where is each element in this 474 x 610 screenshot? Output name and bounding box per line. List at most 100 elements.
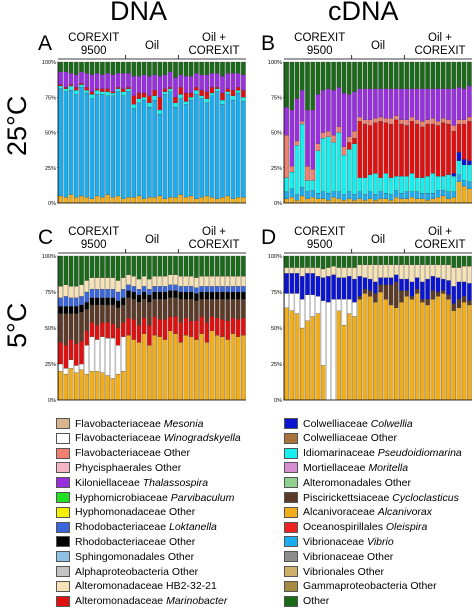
bar-segment bbox=[446, 123, 451, 175]
bar-segment bbox=[399, 176, 404, 194]
bar-segment bbox=[194, 61, 199, 74]
bar-segment bbox=[388, 194, 394, 201]
bar-segment bbox=[79, 61, 84, 72]
bar-segment bbox=[63, 87, 69, 89]
bar-segment bbox=[136, 75, 142, 94]
bar-segment bbox=[341, 277, 347, 300]
bar-segment bbox=[162, 339, 168, 401]
bar-segment bbox=[168, 316, 173, 332]
legend-swatch bbox=[56, 521, 70, 533]
bar-segment bbox=[235, 197, 241, 204]
bar-segment bbox=[188, 61, 194, 77]
bar-segment bbox=[178, 286, 183, 293]
bar-segment bbox=[194, 300, 199, 321]
y-tick-label: 25% bbox=[45, 166, 56, 172]
bar-segment bbox=[183, 335, 189, 401]
bar-segment bbox=[225, 73, 230, 89]
bar-segment bbox=[152, 74, 157, 91]
bar-segment bbox=[79, 369, 84, 401]
bar-segment bbox=[126, 335, 131, 401]
bar-segment bbox=[63, 88, 69, 92]
bar-segment bbox=[209, 95, 215, 198]
bar-segment bbox=[310, 190, 315, 198]
bar-segment bbox=[58, 297, 63, 307]
bar-segment bbox=[241, 317, 246, 336]
y-tick-label: 0% bbox=[48, 201, 56, 207]
bar-segment bbox=[230, 317, 236, 334]
bar-segment bbox=[115, 345, 121, 375]
bar-segment bbox=[357, 88, 362, 118]
bar-segment bbox=[110, 92, 116, 96]
bar-segment bbox=[84, 61, 89, 74]
bar-segment bbox=[241, 335, 246, 401]
bar-segment bbox=[336, 277, 342, 300]
bar-segment bbox=[230, 276, 236, 287]
bar-segment bbox=[420, 88, 425, 122]
bar-segment bbox=[115, 300, 121, 308]
bar-segment bbox=[300, 123, 305, 188]
bar-segment bbox=[147, 294, 152, 303]
bar-segment bbox=[294, 194, 300, 201]
bar-segment bbox=[147, 301, 152, 326]
bar-segment bbox=[399, 255, 404, 265]
bar-segment bbox=[225, 299, 230, 321]
bar-segment bbox=[388, 264, 394, 278]
bar-segment bbox=[188, 276, 194, 287]
bar-segment bbox=[168, 197, 173, 204]
bar-segment bbox=[241, 291, 246, 300]
bar-segment bbox=[126, 274, 131, 285]
bar-segment bbox=[235, 92, 241, 198]
bar-segment bbox=[126, 317, 131, 336]
bar-segment bbox=[320, 61, 326, 91]
bar-segment bbox=[178, 342, 183, 401]
bar-segment bbox=[215, 87, 220, 89]
bar-segment bbox=[89, 94, 95, 99]
bar-segment bbox=[84, 280, 89, 293]
bar-segment bbox=[394, 119, 399, 177]
bar-segment bbox=[451, 176, 456, 192]
bar-segment bbox=[136, 255, 142, 280]
bar-segment bbox=[326, 130, 331, 137]
legend-item: Alteromonadaceae HB2-32-21 bbox=[56, 580, 217, 593]
legend-item: Hyphomicrobiaceae Parvibaculum bbox=[56, 491, 234, 504]
bar-segment bbox=[420, 61, 425, 89]
bar-segment bbox=[105, 297, 110, 306]
bar-segment bbox=[209, 73, 215, 88]
bar-segment bbox=[173, 77, 178, 98]
bar-segment bbox=[141, 291, 147, 300]
bar-segment bbox=[220, 299, 225, 320]
legend-label: Alteromonadaceae HB2-32-21 bbox=[75, 580, 217, 593]
axis-line bbox=[283, 62, 472, 204]
bar-segment bbox=[235, 73, 241, 88]
bar-segment bbox=[320, 268, 326, 278]
bar-segment bbox=[220, 286, 225, 293]
legend-label: Other bbox=[303, 595, 330, 608]
bar-segment bbox=[347, 299, 352, 314]
bar-segment bbox=[173, 316, 178, 334]
bar-segment bbox=[394, 176, 399, 191]
bar-segment bbox=[446, 119, 451, 125]
bar-segment bbox=[289, 61, 295, 111]
bar-segment bbox=[404, 264, 409, 280]
bar-segment bbox=[173, 97, 178, 104]
y-tick-label: 0% bbox=[274, 201, 282, 207]
bar-segment bbox=[414, 88, 420, 120]
bar-segment bbox=[220, 104, 225, 198]
bar-segment bbox=[235, 90, 241, 94]
legend-item: Kiloniellaceae Thalassospira bbox=[56, 476, 208, 489]
bar-segment bbox=[183, 299, 189, 319]
bar-segment bbox=[310, 294, 315, 317]
bar-segment bbox=[225, 91, 230, 95]
bar-segment bbox=[115, 255, 121, 281]
bar-segment bbox=[461, 88, 467, 120]
bar-segment bbox=[183, 255, 189, 277]
bar-segment bbox=[58, 313, 63, 343]
bar-segment bbox=[94, 61, 100, 74]
legend-swatch bbox=[56, 462, 70, 474]
bar-segment bbox=[173, 333, 178, 401]
bar-segment bbox=[467, 300, 472, 306]
bar-segment bbox=[94, 339, 100, 372]
bar-segment bbox=[225, 276, 230, 287]
bar-segment bbox=[63, 345, 69, 369]
legend-label: Rhodobacteriaceae Loktanella bbox=[75, 521, 217, 534]
